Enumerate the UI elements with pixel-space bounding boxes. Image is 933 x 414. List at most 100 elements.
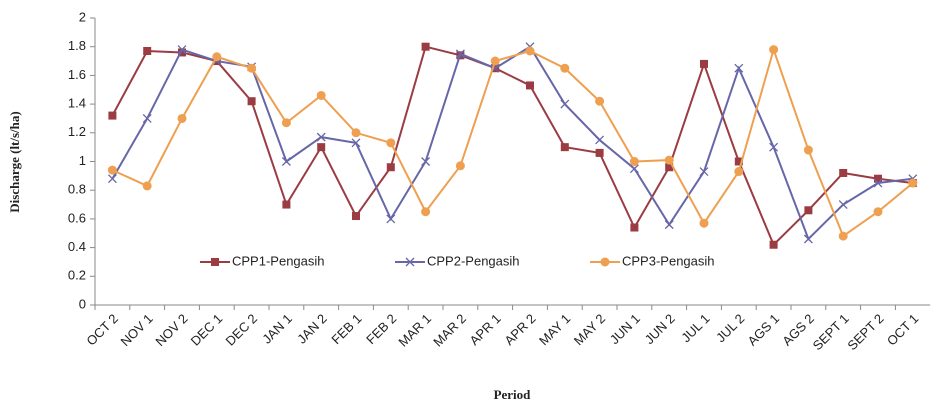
x-tick-label: NOV 2 (152, 311, 190, 349)
data-point (247, 97, 256, 106)
x-tick-label: JUL 2 (713, 311, 747, 345)
data-point (247, 63, 257, 73)
y-tick-label: 0.6 (68, 210, 86, 225)
data-point (421, 157, 431, 166)
data-point (873, 178, 883, 188)
data-point (281, 118, 291, 128)
legend-label: CPP2-Pengasih (427, 253, 520, 268)
data-point (107, 174, 117, 184)
data-point (386, 214, 396, 224)
data-point (177, 45, 187, 55)
data-point (734, 157, 743, 166)
data-point (803, 234, 813, 244)
data-point (664, 220, 674, 230)
data-point (525, 46, 535, 56)
data-point (317, 143, 326, 152)
data-point (838, 231, 848, 241)
data-point (560, 143, 569, 152)
data-point (769, 240, 778, 249)
data-point (212, 52, 222, 62)
y-tick-label: 0.2 (68, 268, 86, 283)
data-point (734, 167, 744, 177)
y-tick-label: 1.2 (68, 124, 86, 139)
data-point (629, 157, 639, 166)
x-tick-label: APR 2 (501, 311, 538, 348)
data-point (316, 132, 326, 142)
data-point (143, 47, 152, 56)
data-point (455, 161, 465, 171)
y-tick-label: 1 (79, 153, 86, 168)
x-tick-label: JAN 1 (259, 311, 295, 347)
data-point (107, 165, 117, 175)
x-tick-label: JAN 2 (294, 311, 330, 347)
data-point (351, 138, 361, 148)
data-point (421, 42, 430, 51)
x-tick-label: AGS 1 (744, 311, 782, 349)
legend-marker (405, 257, 415, 267)
data-point (873, 207, 883, 217)
data-point (699, 167, 709, 177)
data-point (560, 63, 570, 73)
y-tick-label: 0.8 (68, 182, 86, 197)
data-point (734, 63, 744, 73)
x-tick-label: JUL 1 (678, 311, 712, 345)
data-point (700, 59, 708, 68)
data-point (177, 113, 187, 123)
legend-label: CPP1-Pengasih (232, 253, 325, 268)
data-point (108, 111, 117, 120)
x-tick-label: DEC 2 (222, 311, 260, 349)
data-point (421, 207, 431, 217)
data-point (769, 45, 779, 55)
data-point (769, 142, 779, 152)
data-point (595, 148, 604, 157)
data-point (178, 48, 186, 57)
legend-label: CPP3-Pengasih (622, 253, 715, 268)
data-point (908, 178, 918, 188)
x-tick-label: MAY 1 (536, 311, 573, 348)
data-point (386, 163, 395, 172)
y-tick-label: 0 (79, 296, 86, 311)
data-point (874, 174, 882, 183)
data-point (804, 206, 813, 215)
x-tick-label: OCT 1 (884, 311, 922, 349)
data-point (142, 181, 152, 191)
data-point (386, 138, 396, 148)
data-point (595, 135, 605, 145)
series-line (111, 46, 914, 238)
data-point (630, 223, 639, 232)
x-tick-label: FEB 1 (328, 311, 364, 347)
data-point (595, 96, 605, 106)
y-tick-label: 2 (79, 9, 86, 24)
y-axis-title: Discharge (lt/s/ha) (7, 111, 22, 212)
data-point (838, 200, 848, 210)
y-tick-label: 1.8 (68, 38, 86, 53)
data-point (803, 145, 813, 155)
x-tick-label: DEC 1 (188, 311, 226, 349)
x-tick-label: SEPT 1 (810, 311, 852, 353)
x-axis-title: Period (494, 387, 532, 402)
y-tick-label: 1.4 (68, 96, 86, 111)
series-line (111, 45, 913, 241)
x-tick-label: JUN 2 (642, 311, 678, 347)
data-point (455, 49, 465, 59)
x-tick-label: OCT 2 (83, 311, 121, 349)
x-tick-label: NOV 1 (118, 311, 156, 349)
data-point (629, 164, 639, 174)
data-point (351, 128, 361, 138)
data-point (699, 218, 709, 228)
data-point (282, 200, 291, 209)
series-line (111, 45, 913, 247)
x-tick-label: JUN 1 (607, 311, 643, 347)
data-point (839, 168, 848, 177)
data-point (665, 163, 674, 172)
y-tick-label: 0.4 (68, 239, 86, 254)
data-point (490, 56, 500, 66)
x-tick-label: FEB 2 (363, 311, 399, 347)
data-point (281, 157, 291, 166)
x-tick-label: APR 1 (467, 311, 504, 348)
legend-marker (600, 257, 610, 267)
x-tick-label: SEPT 2 (844, 311, 886, 353)
x-tick-label: MAR 2 (430, 311, 469, 350)
data-point (316, 90, 326, 100)
